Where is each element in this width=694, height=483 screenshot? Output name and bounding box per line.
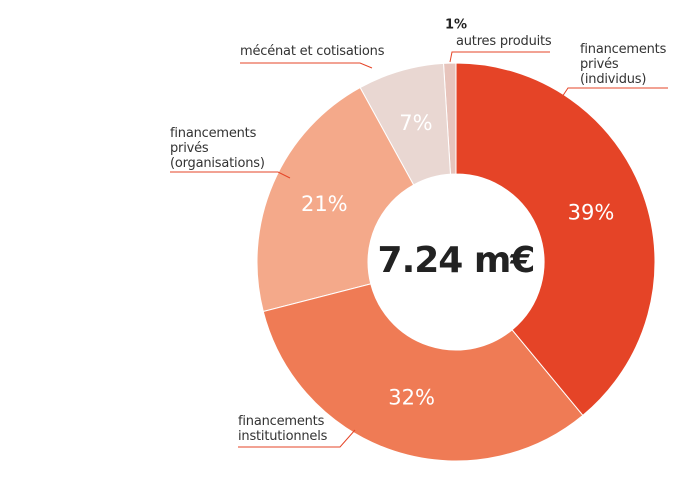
value-label: 21% (301, 192, 348, 216)
center-label: 7.24 m€ (378, 240, 535, 281)
value-label: 32% (388, 385, 435, 409)
leader-line (170, 171, 291, 179)
slice (455, 62, 656, 417)
category-label: financements privés (individus) (580, 42, 667, 87)
slice (359, 62, 452, 186)
leader-line (449, 51, 550, 63)
category-label: financements institutionnels (238, 414, 328, 444)
slice (262, 283, 584, 462)
leader-line (238, 429, 356, 448)
leader-line (240, 62, 373, 69)
value-label: 39% (568, 200, 615, 224)
category-label: financements privés (organisations) (170, 126, 265, 171)
category-label: autres produits (456, 34, 552, 49)
category-label: mécénat et cotisations (240, 44, 385, 59)
leader-line (559, 87, 668, 101)
value-label: 1% (445, 18, 467, 33)
slice (256, 86, 415, 313)
value-label: 7% (399, 111, 432, 135)
